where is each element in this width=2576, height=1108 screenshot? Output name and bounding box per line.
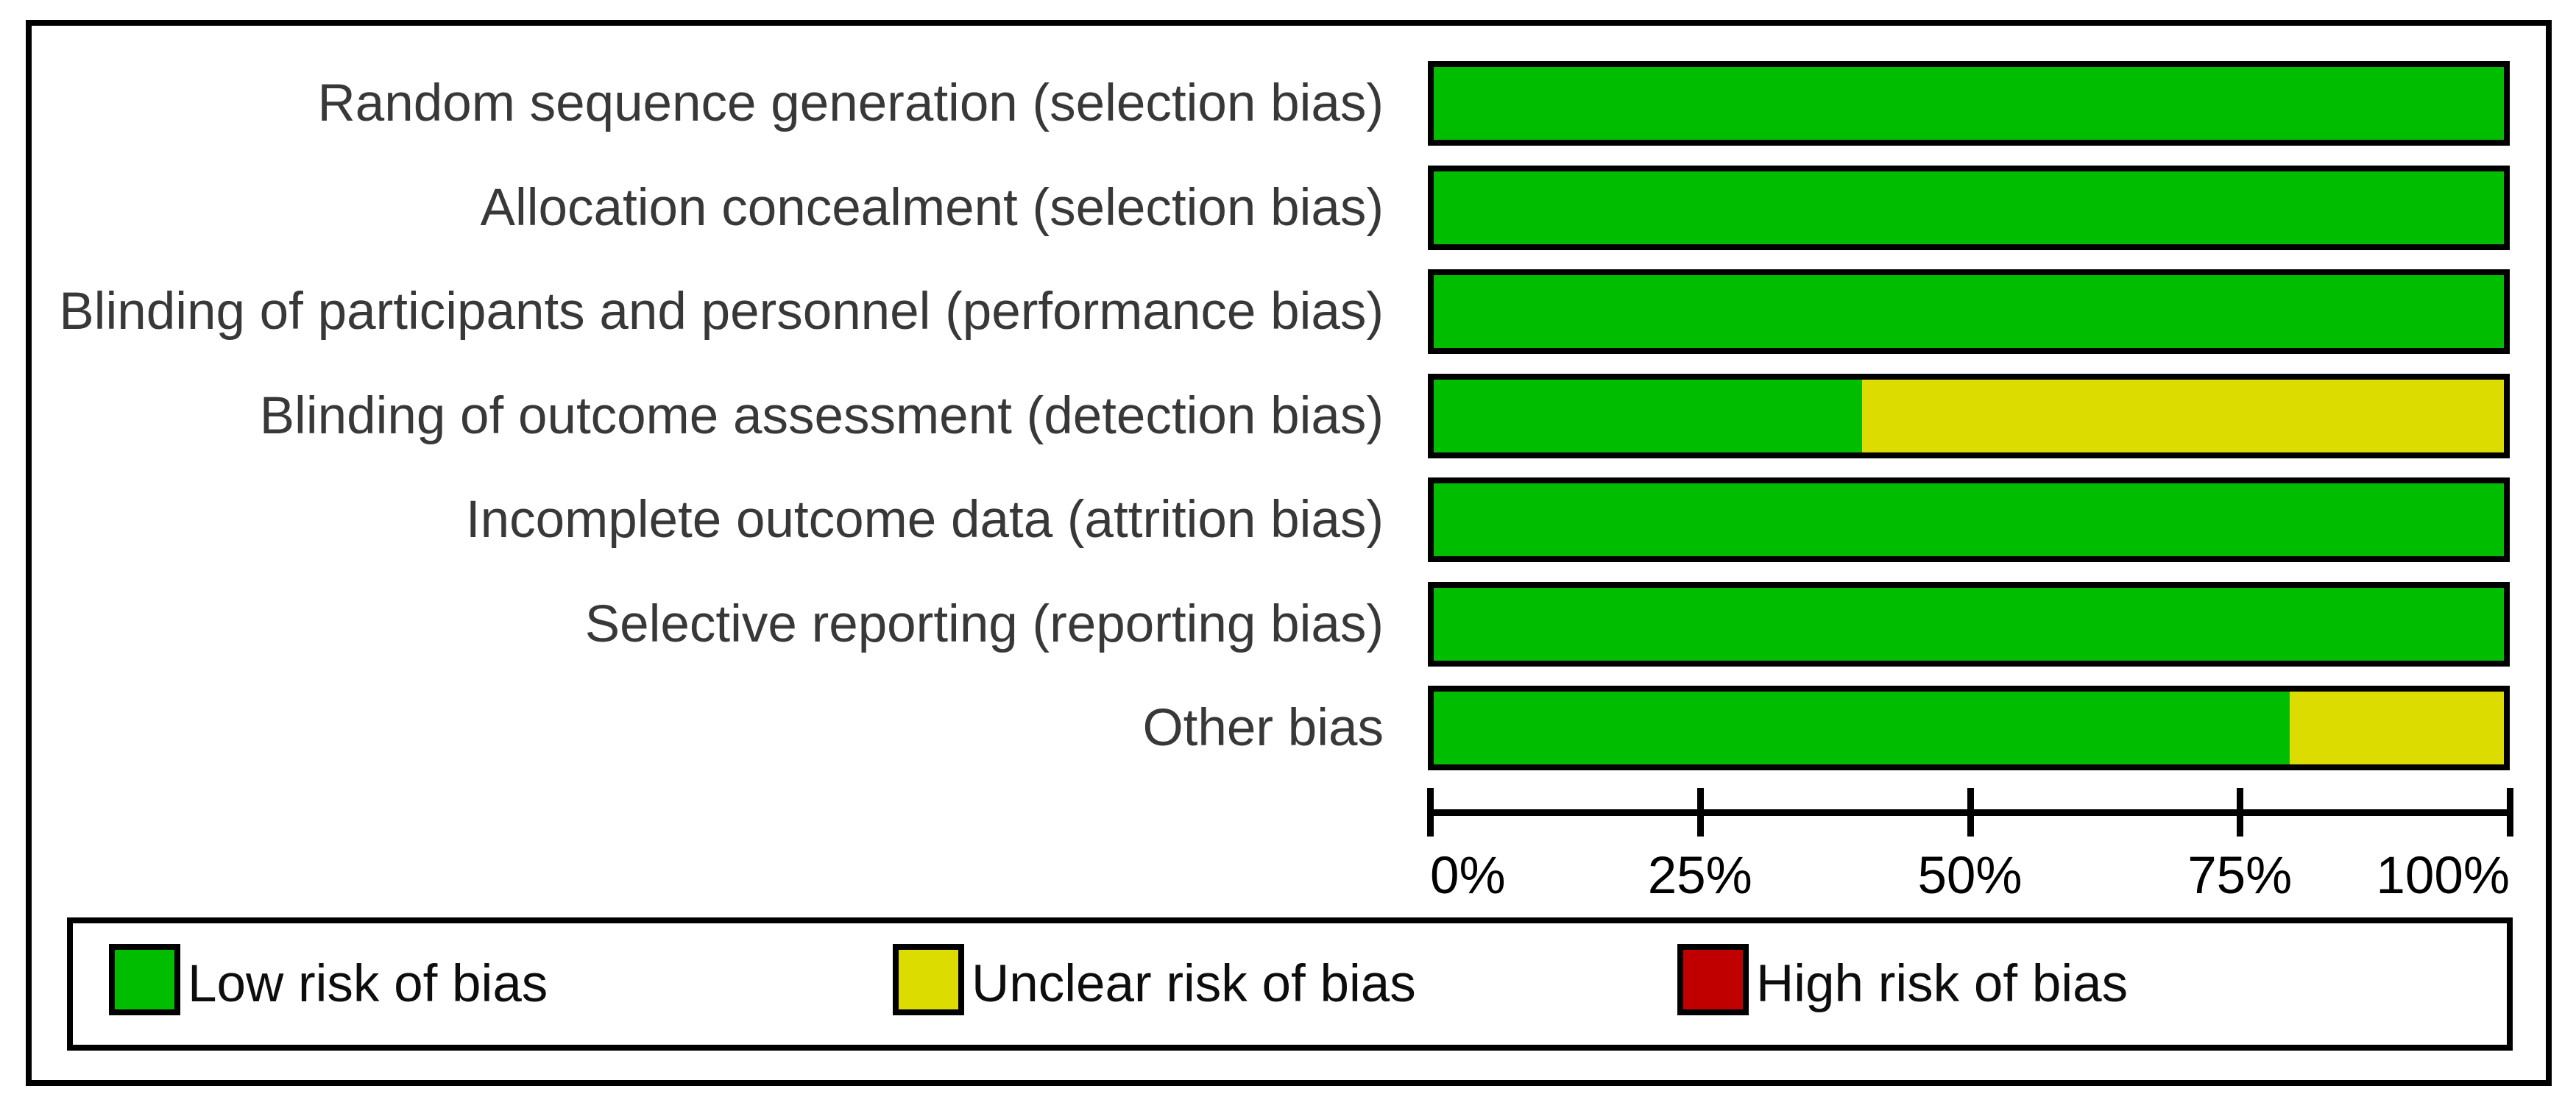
bias-bar (1428, 686, 2510, 770)
bias-category-label: Other bias (1142, 699, 1384, 757)
legend-label-unclear: Unclear risk of bias (972, 955, 1416, 1013)
x-axis-tick (1967, 788, 1974, 837)
bias-bar (1428, 165, 2510, 250)
bar-segment-unclear (1861, 379, 2504, 452)
bias-row: Random sequence generation (selection bi… (0, 61, 2576, 146)
bar-segment-low (1434, 587, 2504, 661)
x-axis-tick-label: 50% (1917, 847, 2023, 905)
legend-label-high: High risk of bias (1756, 955, 2129, 1013)
x-axis-tick (1696, 788, 1704, 837)
unclear-risk-swatch (893, 944, 964, 1015)
bias-bar (1428, 373, 2510, 458)
bias-row: Allocation concealment (selection bias) (0, 165, 2576, 250)
x-axis-tick (2507, 788, 2513, 837)
bias-row: Other bias (0, 686, 2576, 770)
bar-segment-low (1434, 483, 2504, 556)
bias-category-label: Selective reporting (reporting bias) (584, 594, 1384, 653)
bar-segment-unclear (2290, 692, 2504, 764)
bias-category-label: Incomplete outcome data (attrition bias) (465, 491, 1384, 549)
bias-row: Blinding of outcome assessment (detectio… (0, 373, 2576, 458)
x-axis-tick-label: 75% (2187, 847, 2293, 905)
bias-bar (1428, 61, 2510, 146)
bias-row: Blinding of participants and personnel (… (0, 269, 2576, 354)
bias-category-label: Allocation concealment (selection bias) (480, 178, 1384, 237)
bias-category-label: Blinding of outcome assessment (detectio… (259, 386, 1384, 445)
bias-bar (1428, 581, 2510, 667)
bias-category-label: Blinding of participants and personnel (… (59, 283, 1384, 341)
legend-box: Low risk of bias Unclear risk of bias Hi… (67, 917, 2513, 1051)
bar-segment-low (1434, 379, 1862, 452)
x-axis-tick-label: 100% (2376, 847, 2510, 905)
bar-segment-low (1434, 692, 2290, 764)
x-axis-tick (2237, 788, 2244, 837)
x-axis-tick-label: 25% (1647, 847, 1752, 905)
x-axis-tick-label: 0% (1430, 847, 1506, 905)
bias-row: Selective reporting (reporting bias) (0, 581, 2576, 667)
legend-label-low: Low risk of bias (188, 955, 548, 1013)
low-risk-swatch (109, 944, 180, 1015)
bias-bar (1428, 477, 2510, 562)
bias-category-label: Random sequence generation (selection bi… (317, 74, 1384, 132)
x-axis-tick (1427, 788, 1434, 837)
bias-bar (1428, 269, 2510, 354)
bar-segment-low (1434, 67, 2504, 140)
bias-row: Incomplete outcome data (attrition bias) (0, 477, 2576, 562)
high-risk-swatch (1677, 944, 1749, 1015)
bar-segment-low (1434, 275, 2504, 348)
bar-segment-low (1434, 171, 2504, 244)
